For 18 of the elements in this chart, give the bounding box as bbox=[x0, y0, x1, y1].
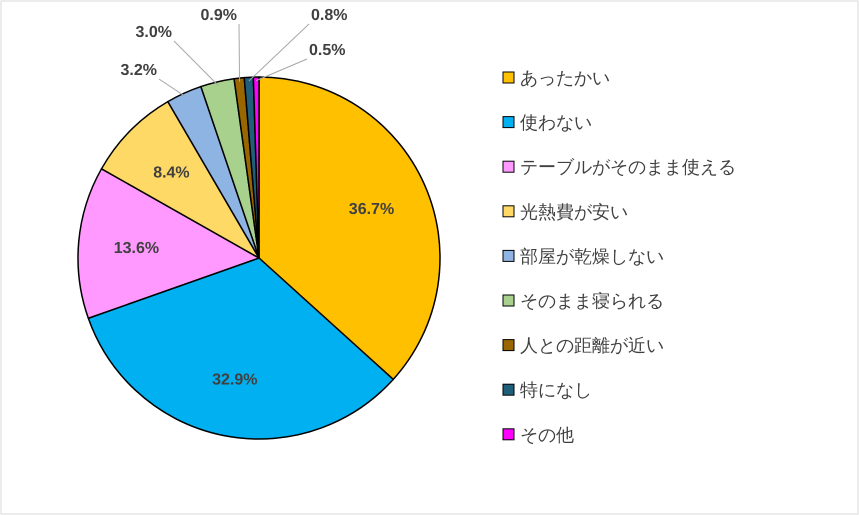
legend-label: あったかい bbox=[520, 68, 610, 88]
legend-label: そのまま寝られる bbox=[520, 291, 664, 311]
legend-label: 特になし bbox=[520, 380, 592, 400]
legend-label: テーブルがそのまま使える bbox=[520, 157, 736, 178]
data-label: 0.5% bbox=[309, 42, 346, 59]
data-label: 36.7% bbox=[348, 201, 394, 218]
data-label: 3.0% bbox=[136, 24, 172, 41]
data-label: 3.2% bbox=[120, 62, 157, 79]
legend-label: 部屋が乾燥しない bbox=[520, 246, 664, 266]
data-label: 8.4% bbox=[153, 164, 190, 182]
data-label: 0.9% bbox=[200, 7, 237, 24]
legend-label: 使わない bbox=[520, 112, 592, 133]
data-label: 0.8% bbox=[311, 7, 348, 24]
data-label: 32.9% bbox=[212, 372, 258, 389]
legend-label: その他 bbox=[520, 424, 574, 445]
legend-label: 光熱費が安い bbox=[520, 202, 628, 222]
data-label: 13.6% bbox=[114, 240, 160, 258]
legend-label: 人との距離が近い bbox=[520, 336, 664, 356]
